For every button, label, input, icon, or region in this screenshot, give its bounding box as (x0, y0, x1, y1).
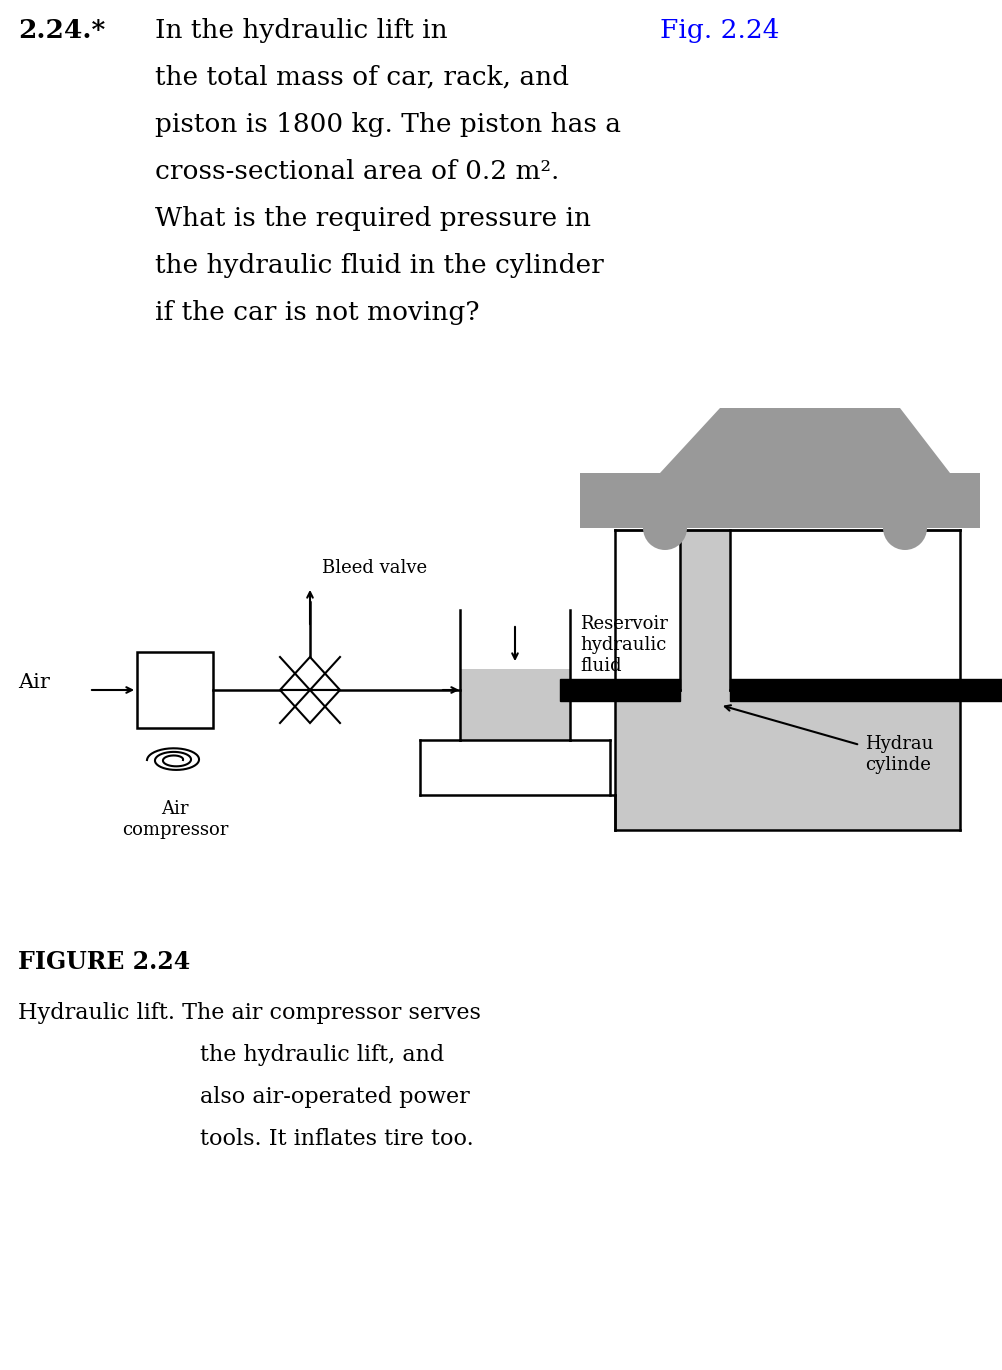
Text: the hydraulic fluid in the cylinder: the hydraulic fluid in the cylinder (155, 253, 604, 278)
Text: Fig. 2.24: Fig. 2.24 (660, 18, 780, 42)
Bar (580, 473, 980, 527)
Polygon shape (280, 658, 340, 690)
Polygon shape (680, 530, 730, 830)
Bar (730, 680, 1002, 701)
Polygon shape (660, 408, 950, 473)
Text: 2.24.*: 2.24.* (18, 18, 105, 42)
Polygon shape (615, 690, 680, 830)
Bar (137, 652, 213, 727)
Text: Hydrau
cylinde: Hydrau cylinde (865, 734, 934, 774)
Text: In the hydraulic lift in: In the hydraulic lift in (155, 18, 456, 42)
Text: Bleed valve: Bleed valve (322, 559, 427, 577)
Text: Reservoir
hydraulic
fluid: Reservoir hydraulic fluid (580, 615, 668, 674)
Polygon shape (460, 669, 570, 740)
Bar (560, 680, 680, 701)
Text: piston is 1800 kg. The piston has a: piston is 1800 kg. The piston has a (155, 112, 621, 137)
Polygon shape (615, 800, 960, 830)
Circle shape (883, 506, 927, 549)
Polygon shape (280, 690, 340, 723)
Text: What is the required pressure in: What is the required pressure in (155, 206, 591, 232)
Text: FIGURE 2.24: FIGURE 2.24 (18, 949, 190, 974)
Circle shape (643, 506, 687, 549)
Text: tools. It inflates tire too.: tools. It inflates tire too. (200, 1128, 474, 1149)
Polygon shape (730, 690, 960, 830)
Text: also air-operated power: also air-operated power (200, 1086, 470, 1108)
Text: Air
compressor: Air compressor (122, 800, 228, 838)
Text: cross-sectional area of 0.2 m².: cross-sectional area of 0.2 m². (155, 159, 559, 184)
Text: Air: Air (18, 673, 50, 692)
Text: the total mass of car, rack, and: the total mass of car, rack, and (155, 64, 569, 90)
Text: the hydraulic lift, and: the hydraulic lift, and (200, 1044, 444, 1066)
Text: Hydraulic lift. The air compressor serves: Hydraulic lift. The air compressor serve… (18, 1001, 481, 1023)
Text: if the car is not moving?: if the car is not moving? (155, 300, 480, 325)
